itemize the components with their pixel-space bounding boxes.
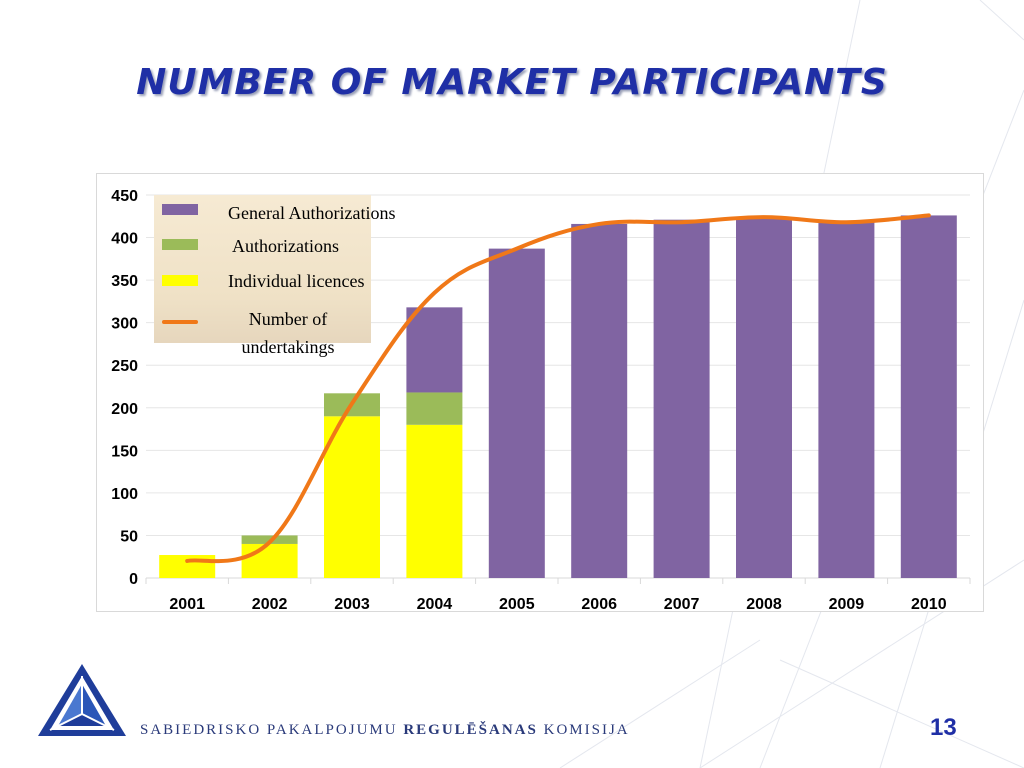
legend-swatch-number-of-undertakings xyxy=(162,320,198,324)
legend-label-authorizations: Authorizations xyxy=(232,236,339,256)
x-tick-label: 2003 xyxy=(334,596,370,612)
slide-title: NUMBER OF MARKET PARTICIPANTS xyxy=(136,62,888,103)
bar-general-authorizations xyxy=(653,219,710,578)
legend-swatch-individual-licences xyxy=(162,275,198,286)
legend-label-general-authorizations: General Authorizations xyxy=(228,203,396,223)
bar-authorizations xyxy=(406,392,463,425)
organization-name-part1: SABIEDRISKO PAKALPOJUMU xyxy=(140,722,404,738)
x-tick-label: 2008 xyxy=(746,596,782,612)
legend-item-individual-licences: Individual licences xyxy=(154,269,454,299)
x-tick-label: 2001 xyxy=(169,596,205,612)
y-tick-label: 0 xyxy=(129,571,138,588)
x-tick-label: 2004 xyxy=(417,596,453,612)
chart: 0 50 100 150 200 250 300 350 400 450 2001 2002 2003 2… xyxy=(111,188,971,612)
bar-general-authorizations xyxy=(406,307,463,393)
y-tick-label: 450 xyxy=(111,188,138,205)
y-tick-label: 400 xyxy=(111,231,138,248)
y-tick-label: 100 xyxy=(111,486,138,503)
organization-name-bold: REGULĒŠANAS xyxy=(403,722,538,738)
legend-item-authorizations: Authorizations xyxy=(154,234,454,264)
x-tick-label: 2006 xyxy=(581,596,617,612)
bar-individual-licences xyxy=(324,416,380,578)
legend-item-number-of-undertakings xyxy=(154,307,454,337)
y-tick-label: 250 xyxy=(111,358,138,375)
chart-legend: General Authorizations Authorizations In… xyxy=(154,195,395,357)
y-tick-label: 300 xyxy=(111,316,138,333)
x-tick-label: 2009 xyxy=(829,596,865,612)
x-tick-label: 2007 xyxy=(664,596,700,612)
bar-general-authorizations xyxy=(571,223,628,578)
y-tick-label: 50 xyxy=(120,528,138,545)
x-tick-label: 2005 xyxy=(499,596,535,612)
x-tick-label: 2002 xyxy=(252,596,288,612)
y-tick-label: 150 xyxy=(111,443,138,460)
page-number: 13 xyxy=(930,714,957,741)
bar-individual-licences xyxy=(159,555,216,578)
line-number-of-undertakings xyxy=(185,213,931,564)
legend-label-individual-licences: Individual licences xyxy=(228,271,365,291)
bar-general-authorizations xyxy=(736,217,792,579)
src-logo-icon xyxy=(38,664,126,736)
legend-label-undertakings: undertakings xyxy=(241,337,335,357)
y-tick-label: 200 xyxy=(111,401,138,418)
organization-name: SABIEDRISKO PAKALPOJUMU REGULĒŠANAS KOMI… xyxy=(140,722,630,739)
bar-general-authorizations xyxy=(488,248,545,578)
bar-individual-licences xyxy=(241,543,298,578)
legend-label-number-of: Number of xyxy=(248,309,328,329)
legend-swatch-general-authorizations xyxy=(162,204,198,215)
bar-general-authorizations xyxy=(900,215,957,578)
y-tick-label: 350 xyxy=(111,273,138,290)
bar-individual-licences xyxy=(406,424,463,578)
organization-name-part2: KOMISIJA xyxy=(537,722,630,738)
legend-item-general-authorizations: General Authorizations xyxy=(154,199,454,229)
bar-general-authorizations xyxy=(818,221,875,578)
legend-swatch-authorizations xyxy=(162,239,198,250)
x-tick-label: 2010 xyxy=(911,596,947,612)
